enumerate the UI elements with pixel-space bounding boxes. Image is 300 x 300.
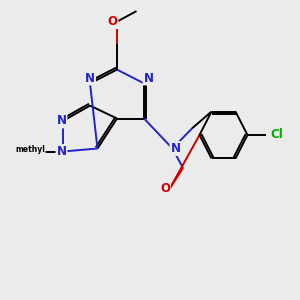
Text: Cl: Cl xyxy=(271,128,283,142)
Text: N: N xyxy=(56,114,67,128)
Text: N: N xyxy=(170,142,181,155)
Text: N: N xyxy=(85,71,95,85)
Text: methyl: methyl xyxy=(15,145,45,154)
Text: O: O xyxy=(160,182,170,196)
Text: O: O xyxy=(107,15,118,28)
Text: N: N xyxy=(56,145,67,158)
Text: N: N xyxy=(143,71,154,85)
